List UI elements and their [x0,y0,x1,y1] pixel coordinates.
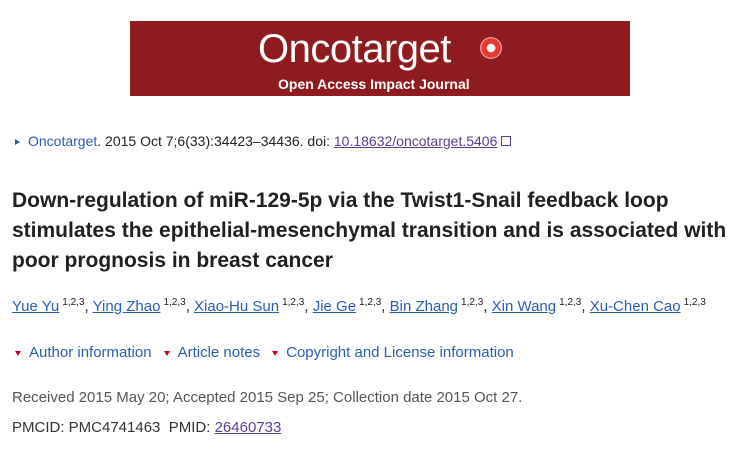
author-affiliations: 1,2,3 [62,297,85,308]
author-affiliations: 1,2,3 [163,297,186,308]
author-name[interactable]: Xu-Chen Cao [589,298,681,315]
journal-banner[interactable]: Oncotarget Open Access Impact Journal [130,21,630,96]
article-title: Down-regulation of miR-129-5p via the Tw… [12,189,727,272]
dates: Received 2015 May 20; Accepted 2015 Sep … [12,389,523,406]
author-affiliations: 1,2,3 [359,297,382,308]
separator: , [483,298,488,315]
author-affiliations: 1,2,3 [282,297,305,308]
author-name[interactable]: Yue Yu [12,298,60,315]
author-list: Yue Yu 1,2,3, Ying Zhao 1,2,3, Xiao-Hu Sun… [12,297,706,315]
info-link[interactable]: Copyright and License information [286,344,514,361]
pmcid: PMCID: PMC4741463 [12,419,161,436]
author-affiliations: 1,2,3 [559,297,582,308]
author-name[interactable]: Xin Wang [491,298,557,315]
info-link-item[interactable]: Copyright and License information [272,344,514,361]
separator: , [381,298,386,315]
info-links: Author information Article notes Copyright… [15,344,526,361]
icon [15,350,21,356]
icon [15,139,20,146]
citation: Oncotarget. 2015 Oct 7;6(33):34423–34436… [15,133,512,149]
info-link-item[interactable]: Article notes [163,344,261,361]
banner-title: Oncotarget [258,27,451,71]
author-name[interactable]: Bin Zhang [389,298,459,315]
identifiers: PMCID: PMC4741463 PMID: 26460733 [12,419,281,436]
info-link[interactable]: Author information [29,344,152,361]
info-link[interactable]: Article notes [177,344,261,361]
logo [480,37,502,59]
pmid-label: PMID: [168,419,215,436]
author-name[interactable]: Xiao-Hu Sun [194,298,280,315]
icon [163,350,170,356]
pmid-link[interactable]: 26460733 [214,419,282,436]
external-icon [501,136,512,146]
author-affiliations: 1,2,3 [683,297,706,308]
author-name[interactable]: Ying Zhao [92,298,161,315]
info-link-item[interactable]: Author information [15,344,152,361]
separator: , [84,298,89,315]
separator: , [185,298,190,315]
author-name[interactable]: Jie Ge [312,298,357,315]
separator: , [304,298,309,315]
icon [272,350,279,356]
journal-link[interactable]: Oncotarget [28,133,98,149]
separator: , [581,298,586,315]
author-affiliations: 1,2,3 [461,297,484,308]
banner-subtitle: Open Access Impact Journal [278,76,470,92]
doi-link[interactable]: 10.18632/oncotarget.5406 [333,133,498,149]
citation-details: . 2015 Oct 7;6(33):34423–34436. doi: [97,133,334,149]
